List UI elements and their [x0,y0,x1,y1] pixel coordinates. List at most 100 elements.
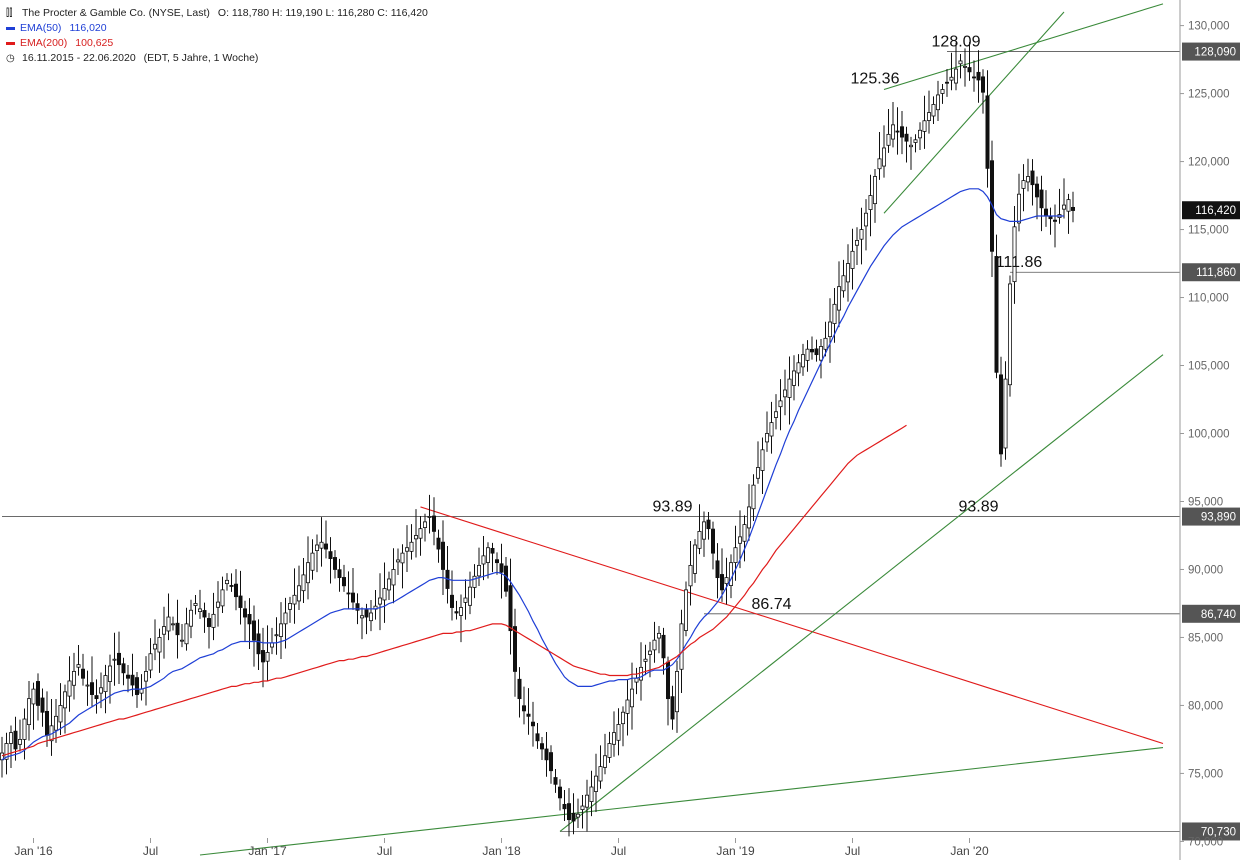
candle-body [877,158,882,170]
candle-body [494,559,499,564]
candle-body [967,67,972,73]
candle-body [54,715,59,731]
candle-body [170,623,175,626]
candle-body [711,528,716,554]
candle-body [1008,283,1013,386]
candle-body [922,120,927,132]
candle-body [909,144,914,148]
candle-body [1039,189,1044,209]
candle-body [940,89,945,94]
level-tag-label: 93,890 [1201,512,1236,524]
candle-body [427,516,432,518]
candle-body [733,547,738,563]
candle-body [341,577,346,587]
candle-body [278,623,283,637]
candle-body [63,691,68,709]
candle-body [126,674,131,679]
candle-body [945,81,950,84]
chart-legend: ⫿⫿ The Procter & Gamble Co. (NYSE, Last)… [6,6,428,66]
range-note: (EDT, 5 Jahre, 1 Woche) [143,52,259,64]
candle-body [233,583,238,598]
candle-body [571,812,576,822]
candle-body [765,433,770,443]
candle-body [99,687,104,694]
candle-body [720,574,725,591]
candle-body [436,537,441,550]
candle-body [499,563,504,573]
candle-body [350,592,355,603]
candle-body [976,71,981,81]
candle-body [359,615,364,619]
candle-body [94,695,99,700]
level-tag [1182,263,1240,282]
candle-body [4,743,9,760]
ema200-line [1,424,907,757]
candle-body [269,642,274,648]
candle-body [418,528,423,539]
candle-body [904,133,909,142]
x-tick-label: Jan '20 [950,844,989,858]
chart-type-icon: ⫿⫿ [6,8,13,19]
candle-body [612,732,617,745]
level-tag-label: 70,730 [1201,826,1236,838]
legend-ema200-row: EMA(200) 100,625 [6,36,428,51]
candle-body [490,547,495,554]
ema200-label: EMA(200) [20,37,68,49]
candle-body [476,564,481,577]
candle-body [1044,208,1049,217]
candle-body [166,616,171,632]
candle-body [188,609,193,627]
candle-body [413,535,418,540]
candle-body [40,697,45,713]
candle-body [580,805,585,811]
candle-body [386,578,391,591]
candle-body [72,671,77,686]
x-tick-label: Jan '17 [248,844,287,858]
candle-body [787,378,792,398]
price-annotation: 93.89 [652,499,692,516]
candle-body [625,699,630,714]
candle-body [319,541,324,549]
candle-body [211,613,216,628]
candle-body [472,575,477,588]
candle-body [58,705,63,723]
candle-body [1071,206,1076,211]
candle-body [706,519,711,530]
candle-body [184,623,189,645]
candle-body [963,65,968,68]
candle-body [395,559,400,563]
candle-body [1003,378,1008,449]
candle-body [13,730,18,750]
candle-body [675,671,680,713]
candle-body [972,76,977,79]
last-price-label: 116,420 [1195,205,1236,217]
candle-body [152,643,157,650]
candle-body [589,786,594,802]
candle-body [949,76,954,81]
candle-body [670,696,675,720]
candle-body [260,650,265,663]
candle-body [846,263,851,283]
candle-body [485,547,490,563]
date-range: 16.11.2015 - 22.06.2020 [22,52,136,64]
ema200-swatch [6,42,15,45]
candle-body [567,803,572,821]
x-tick-label: Jul [845,844,860,858]
ema50-value: 116,020 [69,22,107,34]
candle-body [729,562,734,586]
candle-body [549,752,554,772]
candle-body [224,579,229,585]
candle-body [855,240,860,246]
candle-body [310,552,315,571]
candle-body [769,422,774,437]
candle-body [562,803,567,810]
candle-body [143,671,148,682]
candle-body [1021,180,1026,189]
candle-body [616,724,621,741]
candle-body [193,603,198,606]
ema50-line [1,188,1064,761]
candle-body [634,677,639,683]
candle-body [1053,219,1058,222]
candle-body [81,668,86,679]
candle-body [130,674,135,686]
